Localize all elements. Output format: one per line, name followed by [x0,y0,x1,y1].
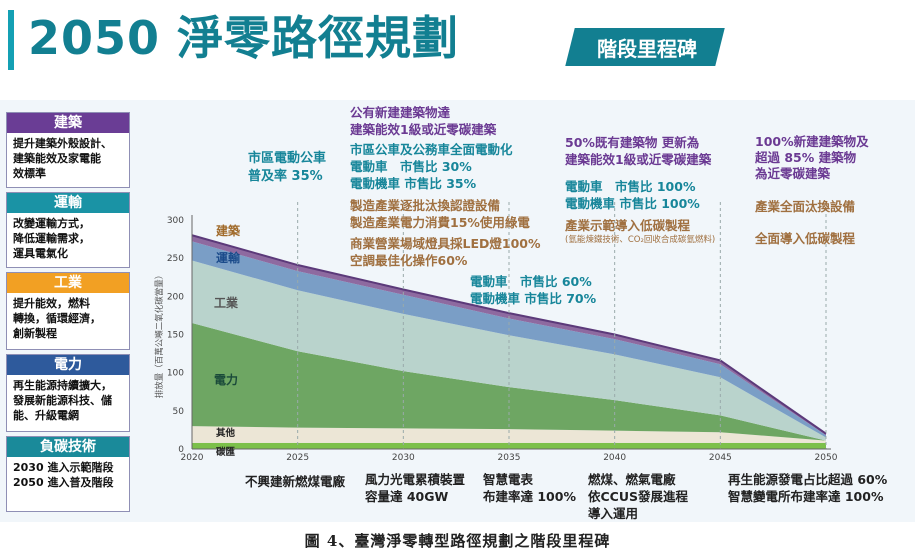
x-tick-label: 2035 [498,453,521,463]
series-label: 運輸 [216,250,241,265]
area-工業 [192,260,826,441]
y-tick-label: 200 [167,292,184,302]
y-tick-label: 50 [173,407,185,417]
milestone-2030-transport: 市區公車及公務車全面電動化 電動車 市售比 30% 電動機車 市售比 35% [350,142,513,191]
y-tick-label: 0 [178,445,184,455]
y-axis-label: 排放量（百萬公噸二氧化碳當量） [154,271,165,399]
milestone-2050-process: 全面導入低碳製程 [755,231,856,246]
x-tick-label: 2025 [286,453,309,463]
sector-card: 工業提升能效，燃料 轉換，循環經濟， 創新製程 [6,272,130,350]
sector-card: 負碳技術 2030 進入示範階段 2050 進入普及階段 [6,436,130,512]
milestone-2040-building: 50%既有建築物 更新為 建築能效1級或近零碳建築 [565,135,712,167]
milestone-2030-renewable: 風力光電累積裝置 容量達 40GW [365,472,466,504]
sector-card-body: 2030 進入示範階段 2050 進入普及階段 [7,457,129,493]
sector-card-line: 能、升級電網 [13,409,79,422]
sector-card-line: 發展新能源科技、儲 [13,394,112,407]
series-label: 電力 [214,372,238,387]
sector-card-line: 改變運輸方式， [13,217,90,230]
emissions-chart: 0 50 100 150 200 250 300 2020 2025 2030 2035 2040 20… [154,202,838,463]
milestone-2050-renewable: 再生能源發電占比超過 60% 智慧變電所布建率達 100% [728,472,888,504]
milestone-2035-ev: 電動車 市售比 60% 電動機車 市售比 70% [470,274,597,306]
x-tick-label: 2020 [181,453,204,463]
milestone-2030-industry: 製造產業逐批汰換認證設備 製造產業電力消費15%使用綠電 [350,198,530,230]
sector-card-line: 轉換，循環經濟， [13,312,101,325]
page-title: 2050 淨零路徑規劃 [28,11,460,65]
area-其他 [192,426,826,443]
y-tick-label: 100 [167,369,184,379]
series-label: 碳匯 [216,446,236,458]
sector-card: 電力再生能源持續擴大， 發展新能源科技、儲 能、升級電網 [6,354,130,432]
series-label: 工業 [214,295,239,310]
sector-card-line: 提升建築外殼設計、 [13,137,112,150]
sector-card-title: 電力 [7,355,129,375]
milestone-2035-meter: 智慧電表 布建率達 100% [483,472,576,504]
sector-card-line: 提升能效，燃料 [13,297,90,310]
sector-card-body: 改變運輸方式， 降低運輸需求， 運具電氣化 [7,213,129,264]
milestone-2050-equipment: 產業全面汰換設備 [755,199,856,214]
sector-card-title: 工業 [7,273,129,293]
title-accent-bar [8,10,14,70]
chart-area: 0 50 100 150 200 250 300 2020 2025 2030 2035 2040 20… [150,102,915,522]
x-tick-label: 2040 [603,453,626,463]
sector-card-body: 提升建築外殼設計、 建築能效及家電能 效標準 [7,133,129,184]
milestone-2030-commercial: 商業營業場域燈具採LED燈100% 空調最佳化操作60% [350,236,541,268]
area-電力 [192,323,826,441]
sector-card-title: 負碳技術 [7,437,129,457]
sector-card-line: 再生能源持續擴大， [13,379,112,392]
figure-caption: 圖 4、臺灣淨零轉型路徑規劃之階段里程碑 [304,532,611,550]
sector-card-line: 建築能效及家電能 [13,152,101,165]
y-tick-label: 250 [167,254,184,264]
sector-card: 建築 提升建築外殼設計、 建築能效及家電能 效標準 [6,112,130,188]
area-建築 [192,235,826,436]
sector-card-line: 運具電氣化 [13,247,68,260]
y-tick-label: 300 [167,216,184,226]
sector-card-line: 2030 進入示範階段 [13,461,114,474]
sector-card: 運輸改變運輸方式， 降低運輸需求， 運具電氣化 [6,192,130,268]
milestone-2030-building: 公有新建建築物達 建築能效1級或近零碳建築 [350,105,497,137]
sector-card-line: 2050 進入普及階段 [13,476,114,489]
sector-card-title: 建築 [7,113,129,133]
area-碳匯 [192,442,826,449]
milestone-2040-ev: 電動車 市售比 100% 電動機車 市售比 100% [565,179,700,211]
sector-card-body: 再生能源持續擴大， 發展新能源科技、儲 能、升級電網 [7,375,129,426]
sector-card-title: 運輸 [7,193,129,213]
series-label: 其他 [216,427,236,439]
milestone-2025-coal: 不興建新燃煤電廠 [245,474,346,489]
sector-card-line: 效標準 [13,167,46,180]
y-tick-label: 150 [167,331,184,341]
x-tick-label: 2030 [392,453,415,463]
milestone-2050-building: 100%新建建築物及 超過 85% 建築物 為近零碳建築 [755,134,869,181]
milestone-badge: 階段里程碑 [597,37,697,61]
milestone-2040-ccus: 燃煤、燃氣電廠 依CCUS發展進程 導入運用 [588,472,689,521]
area-運輸 [192,241,826,438]
milestone-2040-industry: 產業示範導入低碳製程 (氫能煉鐵技術、CO₂回收合成碳氫燃料) [565,218,716,245]
sector-card-body: 提升能效，燃料 轉換，循環經濟， 創新製程 [7,293,129,344]
x-tick-label: 2045 [709,453,732,463]
milestone-2025-bus: 市區電動公車 普及率 35% [248,151,327,184]
x-tick-label: 2050 [815,453,838,463]
sector-card-line: 創新製程 [13,327,57,340]
sector-card-line: 降低運輸需求， [13,232,90,245]
series-label: 建築 [215,223,241,238]
